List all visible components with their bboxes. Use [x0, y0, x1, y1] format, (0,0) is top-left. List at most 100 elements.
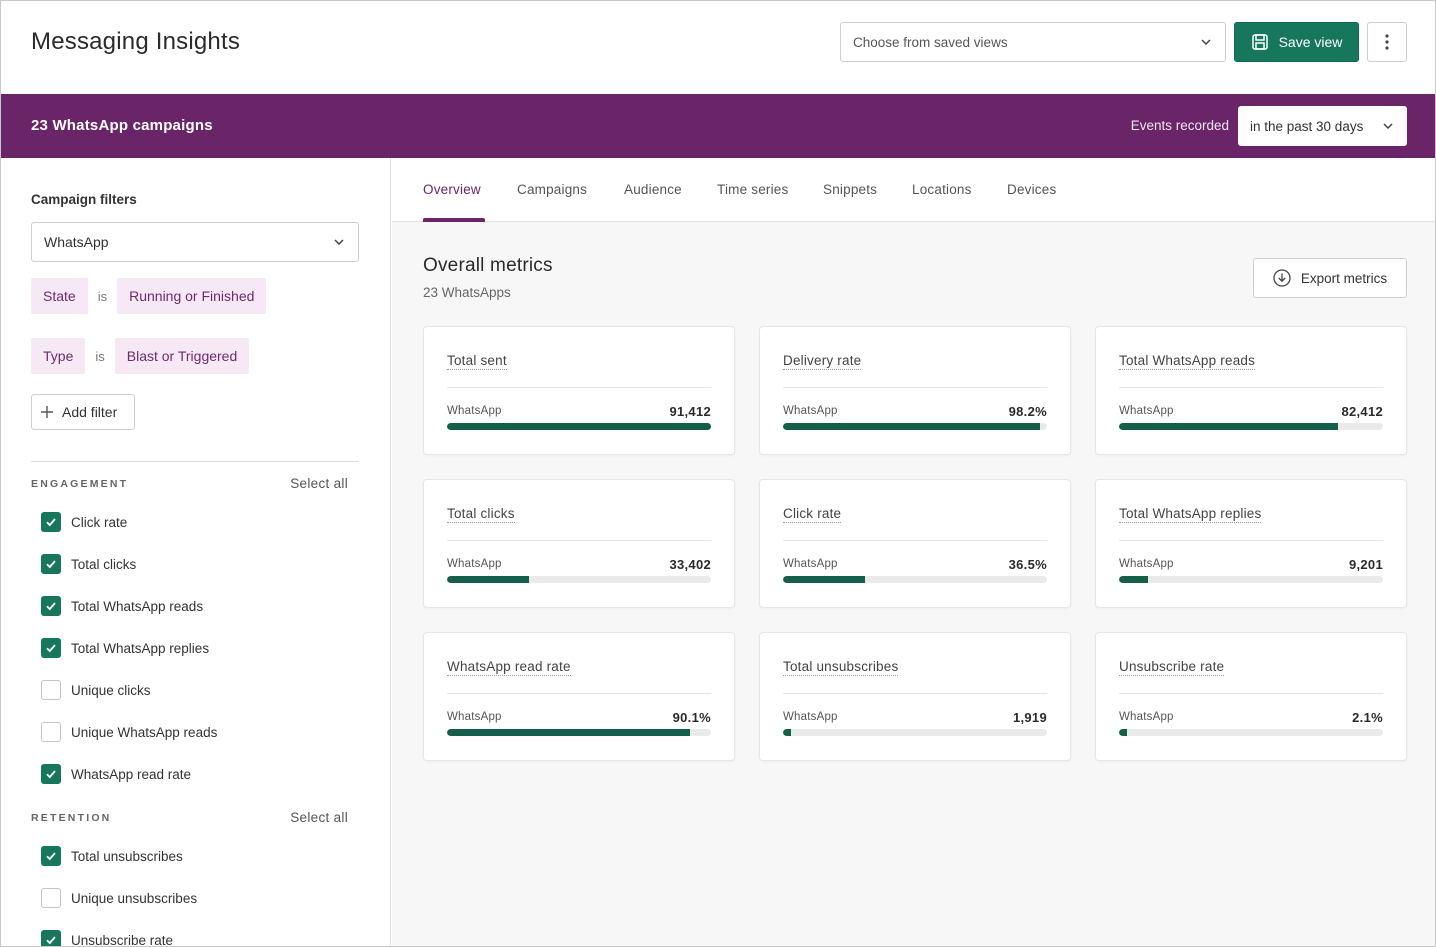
export-metrics-label: Export metrics: [1300, 270, 1388, 286]
overall-metrics-subtitle: 23 WhatsApps: [423, 285, 511, 300]
save-view-button[interactable]: Save view: [1234, 22, 1359, 62]
metric-progress-fill: [447, 729, 690, 736]
filter-operator: is: [95, 348, 105, 364]
metric-card-divider: [783, 693, 1047, 694]
engagement-select-all[interactable]: Select all: [290, 476, 348, 491]
filter-value-chip[interactable]: Blast or Triggered: [114, 338, 250, 374]
metric-checkbox-row[interactable]: Total clicks: [41, 554, 136, 574]
metric-card-title[interactable]: Total WhatsApp reads: [1119, 353, 1256, 370]
chevron-down-icon: [334, 239, 344, 246]
metric-card-channel: WhatsApp: [1119, 558, 1174, 570]
channel-select[interactable]: WhatsApp: [31, 222, 359, 262]
metric-checkbox-row[interactable]: Unique unsubscribes: [41, 888, 197, 908]
metric-checkbox-row[interactable]: Total unsubscribes: [41, 846, 183, 866]
metric-checkbox-row[interactable]: Total WhatsApp replies: [41, 638, 209, 658]
checkmark-icon: [46, 936, 56, 945]
checkbox-unchecked[interactable]: [41, 680, 61, 700]
metric-card: Unsubscribe rate WhatsApp 2.1%: [1095, 632, 1407, 761]
metric-card-value: 33,402: [669, 557, 711, 572]
checkbox-label: Total WhatsApp reads: [71, 598, 204, 614]
metric-checkbox-row[interactable]: Unique WhatsApp reads: [41, 722, 217, 742]
checkbox-label: Total clicks: [71, 556, 137, 572]
metric-card: Delivery rate WhatsApp 98.2%: [759, 326, 1071, 455]
tab-campaigns[interactable]: Campaigns: [517, 182, 588, 197]
kebab-menu-icon: [1385, 34, 1389, 50]
metric-checkbox-row[interactable]: Unique clicks: [41, 680, 151, 700]
metric-card-channel: WhatsApp: [783, 711, 838, 723]
metric-checkbox-row[interactable]: Unsubscribe rate: [41, 930, 173, 946]
metric-card-title[interactable]: Click rate: [783, 506, 842, 523]
metric-card: Total WhatsApp reads WhatsApp 82,412: [1095, 326, 1407, 455]
metric-checkbox-row[interactable]: WhatsApp read rate: [41, 764, 191, 784]
metric-card: Total unsubscribes WhatsApp 1,919: [759, 632, 1071, 761]
metric-progress-fill: [447, 423, 711, 430]
metric-checkbox-row[interactable]: Click rate: [41, 512, 127, 532]
tab-overview[interactable]: Overview: [423, 182, 481, 197]
metric-card-title[interactable]: Unsubscribe rate: [1119, 659, 1225, 676]
checkbox-checked[interactable]: [41, 930, 61, 946]
metric-card-divider: [783, 387, 1047, 388]
tab-snippets[interactable]: Snippets: [823, 182, 878, 197]
checkbox-unchecked[interactable]: [41, 888, 61, 908]
export-metrics-button[interactable]: Export metrics: [1253, 258, 1407, 298]
campaign-filters-heading: Campaign filters: [31, 192, 137, 207]
checkbox-label: Click rate: [71, 514, 128, 530]
checkbox-checked[interactable]: [41, 512, 61, 532]
metric-progress-fill: [447, 576, 529, 583]
checkbox-checked[interactable]: [41, 764, 61, 784]
filter-row-type: Type is Blast or Triggered: [31, 338, 250, 374]
metric-card-channel: WhatsApp: [783, 405, 838, 417]
metric-progress-track: [783, 423, 1047, 430]
metric-card-divider: [447, 387, 711, 388]
tab-bar: Overview Campaigns Audience Time series …: [392, 158, 1435, 222]
saved-views-placeholder: Choose from saved views: [853, 34, 1008, 50]
date-range-value: in the past 30 days: [1250, 118, 1364, 134]
filter-field-chip[interactable]: Type: [31, 338, 86, 374]
metric-progress-fill: [783, 729, 791, 736]
checkbox-unchecked[interactable]: [41, 722, 61, 742]
checkmark-icon: [46, 852, 56, 861]
metric-card-title[interactable]: WhatsApp read rate: [447, 659, 571, 676]
metric-card-title[interactable]: Total sent: [447, 353, 507, 370]
saved-views-select[interactable]: Choose from saved views: [840, 22, 1226, 62]
metric-card-channel: WhatsApp: [447, 558, 502, 570]
tab-time-series[interactable]: Time series: [717, 182, 789, 197]
metric-card-value: 91,412: [669, 404, 711, 419]
chevron-down-icon: [1383, 123, 1393, 130]
metric-card: Click rate WhatsApp 36.5%: [759, 479, 1071, 608]
campaign-count-title: 23 WhatsApp campaigns: [31, 117, 213, 134]
metric-progress-track: [1119, 729, 1383, 736]
filter-value-chip[interactable]: Running or Finished: [117, 278, 267, 314]
metric-progress-fill: [783, 423, 1041, 430]
more-options-button[interactable]: [1367, 22, 1407, 62]
checkmark-icon: [46, 518, 56, 527]
metric-card-value: 9,201: [1348, 557, 1383, 572]
metric-card-title[interactable]: Total WhatsApp replies: [1119, 506, 1262, 523]
tab-devices[interactable]: Devices: [1007, 182, 1057, 197]
metric-card-title[interactable]: Total unsubscribes: [783, 659, 899, 676]
metric-card-title[interactable]: Total clicks: [447, 506, 515, 523]
metric-checkbox-row[interactable]: Total WhatsApp reads: [41, 596, 203, 616]
checkbox-checked[interactable]: [41, 846, 61, 866]
checkbox-checked[interactable]: [41, 554, 61, 574]
tab-locations[interactable]: Locations: [912, 182, 972, 197]
metric-card-title[interactable]: Delivery rate: [783, 353, 862, 370]
checkbox-checked[interactable]: [41, 638, 61, 658]
metric-progress-track: [783, 729, 1047, 736]
filter-operator: is: [97, 288, 108, 304]
tab-audience[interactable]: Audience: [624, 182, 682, 197]
metric-card-value: 2.1%: [1352, 710, 1383, 725]
page-title: Messaging Insights: [31, 28, 241, 55]
filters-sidebar: Campaign filters WhatsApp State is Runni…: [1, 158, 391, 946]
sidebar-divider: [31, 461, 359, 462]
filter-field-chip[interactable]: State: [31, 278, 88, 314]
retention-select-all[interactable]: Select all: [290, 810, 348, 825]
events-recorded-label: Events recorded: [1130, 118, 1229, 133]
metric-progress-track: [1119, 576, 1383, 583]
download-icon: [1273, 269, 1291, 287]
add-filter-button[interactable]: Add filter: [31, 394, 135, 430]
checkbox-checked[interactable]: [41, 596, 61, 616]
checkbox-label: Unique clicks: [71, 682, 151, 698]
date-range-select[interactable]: in the past 30 days: [1238, 106, 1407, 146]
